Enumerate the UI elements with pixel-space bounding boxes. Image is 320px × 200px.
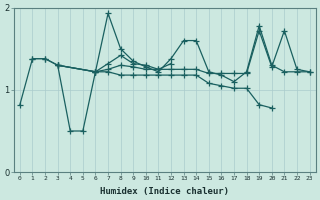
X-axis label: Humidex (Indice chaleur): Humidex (Indice chaleur) bbox=[100, 187, 229, 196]
